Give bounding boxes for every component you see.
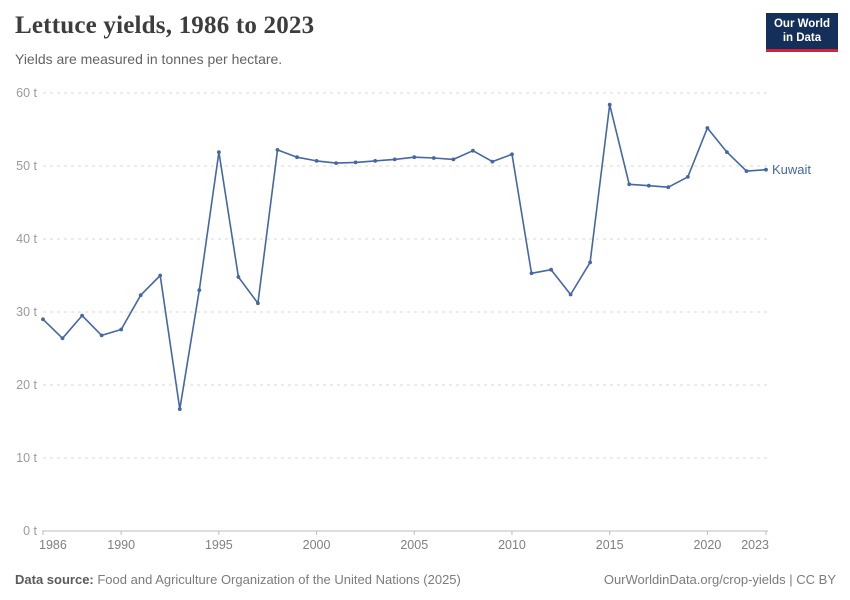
series-label[interactable]: Kuwait bbox=[772, 162, 811, 177]
y-axis-label: 50 t bbox=[16, 159, 37, 173]
y-axis-label: 40 t bbox=[16, 232, 37, 246]
data-point[interactable] bbox=[217, 150, 221, 155]
data-point[interactable] bbox=[177, 407, 182, 411]
data-point[interactable] bbox=[275, 148, 280, 152]
owid-logo-line2: in Data bbox=[782, 31, 822, 44]
x-axis-label: 2010 bbox=[498, 538, 526, 552]
data-point[interactable] bbox=[549, 267, 553, 272]
data-source-text: Food and Agriculture Organization of the… bbox=[93, 572, 461, 587]
data-point[interactable] bbox=[744, 169, 749, 174]
data-point[interactable] bbox=[431, 156, 436, 160]
data-point[interactable] bbox=[314, 159, 319, 163]
y-axis-label: 30 t bbox=[16, 305, 37, 319]
data-point[interactable] bbox=[392, 157, 397, 162]
x-axis-label: 2000 bbox=[303, 538, 331, 552]
data-point[interactable] bbox=[41, 317, 45, 322]
owid-url-link[interactable]: OurWorldinData.org/crop-yields | CC BY bbox=[603, 572, 836, 587]
data-point[interactable] bbox=[236, 275, 241, 279]
data-source-label: Data source: bbox=[15, 572, 94, 587]
data-point[interactable] bbox=[646, 183, 651, 188]
owid-logo-line1: Our World bbox=[773, 18, 830, 30]
y-axis-label: 60 t bbox=[16, 86, 37, 100]
data-point[interactable] bbox=[158, 273, 163, 278]
page-title: Lettuce yields, 1986 to 2023 bbox=[15, 12, 315, 39]
x-axis-label: 1995 bbox=[205, 538, 233, 552]
data-point[interactable] bbox=[764, 167, 768, 172]
data-point[interactable] bbox=[725, 150, 729, 155]
data-point[interactable] bbox=[119, 327, 124, 332]
data-point[interactable] bbox=[568, 292, 573, 297]
data-point[interactable] bbox=[510, 152, 514, 157]
data-source: Data source: Food and Agriculture Organi… bbox=[15, 572, 461, 587]
data-point[interactable] bbox=[197, 288, 202, 292]
data-point[interactable] bbox=[685, 175, 690, 179]
data-point[interactable] bbox=[451, 157, 456, 162]
y-axis-label: 10 t bbox=[16, 451, 37, 465]
x-axis-label: 1986 bbox=[39, 538, 67, 552]
data-point[interactable] bbox=[373, 159, 378, 163]
data-point[interactable] bbox=[705, 126, 710, 130]
data-point[interactable] bbox=[529, 271, 534, 276]
x-axis-label: 2005 bbox=[400, 538, 428, 552]
data-point[interactable] bbox=[588, 260, 592, 265]
data-point[interactable] bbox=[256, 301, 260, 306]
data-point[interactable] bbox=[334, 161, 338, 166]
chart-footer: Data source: Food and Agriculture Organi… bbox=[15, 572, 836, 587]
x-axis-label: 2015 bbox=[596, 538, 624, 552]
data-point[interactable] bbox=[138, 293, 143, 298]
data-point[interactable] bbox=[471, 148, 475, 153]
x-axis-label: 2020 bbox=[693, 538, 721, 552]
data-point[interactable] bbox=[80, 313, 84, 318]
y-axis-label: 0 t bbox=[23, 524, 37, 538]
data-point[interactable] bbox=[353, 160, 358, 165]
owid-logo[interactable]: Our World in Data bbox=[765, 13, 838, 52]
chart-subtitle: Yields are measured in tonnes per hectar… bbox=[15, 51, 283, 67]
y-axis-label: 20 t bbox=[16, 378, 37, 392]
series-line-kuwait[interactable] bbox=[42, 103, 767, 410]
data-point[interactable] bbox=[627, 182, 632, 187]
data-point[interactable] bbox=[295, 155, 299, 160]
data-point[interactable] bbox=[666, 185, 671, 190]
x-axis-label: 1990 bbox=[107, 538, 135, 552]
data-point[interactable] bbox=[412, 155, 417, 160]
data-point[interactable] bbox=[490, 159, 495, 164]
data-point[interactable] bbox=[607, 102, 612, 107]
x-axis-label: 2023 bbox=[741, 538, 769, 552]
data-point[interactable] bbox=[60, 336, 65, 341]
data-point[interactable] bbox=[99, 333, 104, 338]
